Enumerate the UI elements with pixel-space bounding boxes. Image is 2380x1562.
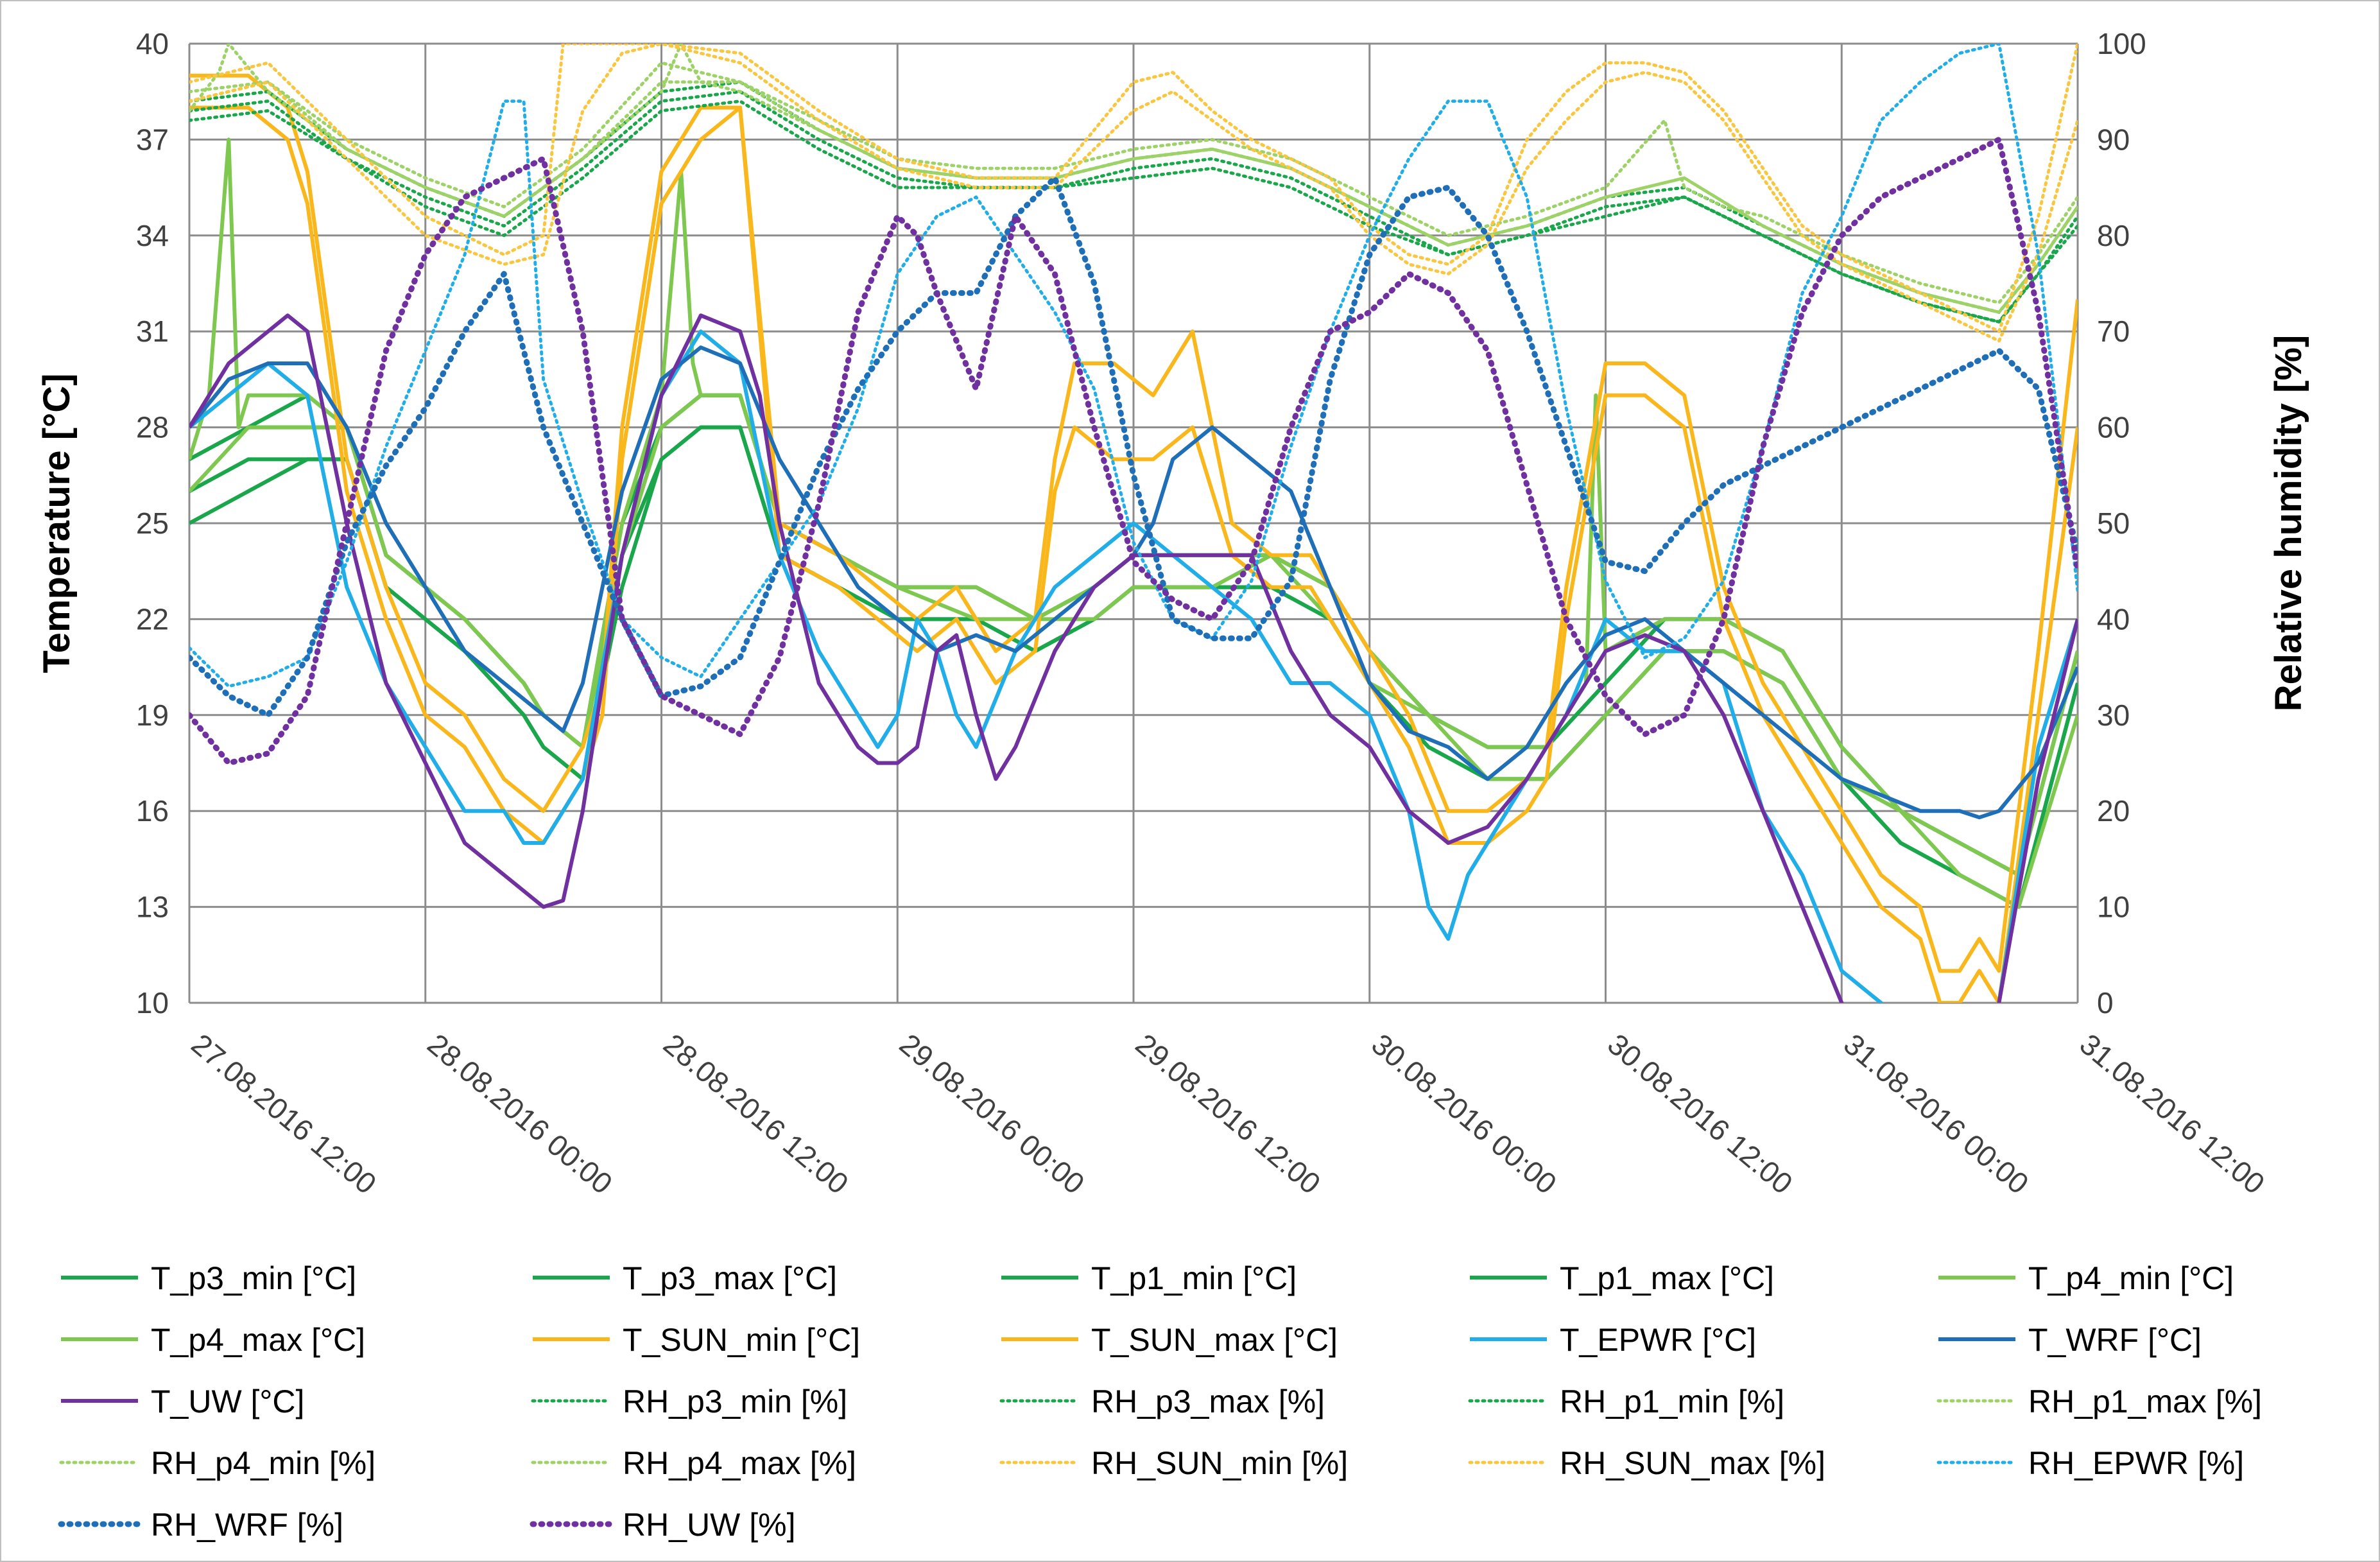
y-tick-label: 37	[136, 123, 169, 156]
legend-label: RH_EPWR [%]	[2028, 1445, 2244, 1481]
series-line-7	[189, 73, 2078, 973]
legend-label: T_UW [°C]	[151, 1384, 304, 1419]
y2-tick-label: 10	[2097, 890, 2130, 924]
y-tick-label: 34	[136, 219, 169, 252]
legend-label: T_SUN_max [°C]	[1091, 1322, 1338, 1358]
series-lines	[189, 44, 2078, 1003]
legend-label: RH_p3_max [%]	[1091, 1384, 1325, 1419]
legend-label: T_p3_max [°C]	[623, 1260, 837, 1296]
y2-tick-label: 20	[2097, 794, 2130, 828]
legend-label: T_EPWR [°C]	[1560, 1322, 1756, 1358]
legend-label: RH_p3_min [%]	[623, 1384, 847, 1419]
y-tick-label: 22	[136, 602, 169, 636]
legend-label: T_p4_min [°C]	[2028, 1260, 2234, 1296]
y-axis-left-ticks: 10 13 16 19 22 25 28 31 34 37 40	[136, 27, 169, 1020]
series-line-10	[189, 313, 2078, 1003]
series-line-17	[189, 44, 2078, 343]
y2-tick-label: 60	[2097, 411, 2130, 444]
y-tick-label: 19	[136, 699, 169, 732]
x-tick-label: 27.08.2016 12:00	[185, 1027, 383, 1201]
legend-label: T_p4_max [°C]	[151, 1322, 365, 1358]
series-line-21	[189, 136, 2078, 766]
y-tick-label: 13	[136, 890, 169, 924]
y-tick-label: 40	[136, 27, 169, 60]
y-tick-label: 25	[136, 507, 169, 540]
y-axis-right-ticks: 0 10 20 30 40 50 60 70 80 90 100	[2097, 27, 2146, 1020]
legend-label: RH_WRF [%]	[151, 1507, 343, 1543]
legend-label: T_SUN_min [°C]	[623, 1322, 860, 1358]
y-axis-title: Temperature [°C]	[36, 374, 78, 673]
x-tick-label: 28.08.2016 00:00	[421, 1027, 619, 1201]
legend-label: RH_p1_max [%]	[2028, 1384, 2262, 1419]
y2-tick-label: 30	[2097, 699, 2130, 732]
y-tick-label: 16	[136, 794, 169, 828]
legend: T_p3_min [°C] T_p3_max [°C] T_p1_min [°C] T…	[58, 1260, 2262, 1543]
x-axis-ticks: 27.08.2016 12:00 28.08.2016 00:00 28.08.20…	[185, 1027, 2272, 1201]
x-tick-label: 29.08.2016 12:00	[1130, 1027, 1327, 1201]
legend-label: RH_SUN_max [%]	[1560, 1445, 1825, 1481]
y-tick-label: 31	[136, 315, 169, 348]
x-tick-label: 31.08.2016 12:00	[2074, 1027, 2272, 1201]
y-tick-label: 28	[136, 411, 169, 444]
legend-label: RH_p4_min [%]	[151, 1445, 375, 1481]
legend-label: RH_UW [%]	[623, 1507, 795, 1543]
series-line-5	[189, 137, 2078, 877]
y2-tick-label: 80	[2097, 219, 2130, 252]
y2-tick-label: 40	[2097, 602, 2130, 636]
y2-tick-label: 90	[2097, 123, 2130, 156]
series-line-20	[189, 175, 2078, 718]
x-tick-label: 31.08.2016 00:00	[1838, 1027, 2035, 1201]
legend-label: RH_p1_min [%]	[1560, 1384, 1784, 1419]
series-line-18	[189, 44, 2078, 333]
y2-tick-label: 0	[2097, 986, 2114, 1020]
legend-label: T_WRF [°C]	[2028, 1322, 2202, 1358]
x-tick-label: 28.08.2016 12:00	[657, 1027, 855, 1201]
legend-label: RH_SUN_min [%]	[1091, 1445, 1348, 1481]
x-tick-label: 30.08.2016 00:00	[1365, 1027, 1563, 1201]
y2-tick-label: 70	[2097, 315, 2130, 348]
series-line-9	[189, 345, 2078, 820]
y2-tick-label: 50	[2097, 507, 2130, 540]
legend-label: T_p3_min [°C]	[151, 1260, 356, 1296]
legend-label: RH_p4_max [%]	[623, 1445, 856, 1481]
y2-axis-title: Relative humidity [%]	[2268, 335, 2309, 712]
series-line-6	[189, 105, 2078, 1003]
legend-label: T_p1_max [°C]	[1560, 1260, 1774, 1296]
x-tick-label: 30.08.2016 12:00	[1601, 1027, 1799, 1201]
y2-tick-label: 100	[2097, 27, 2146, 60]
series-line-13	[189, 100, 2078, 324]
x-tick-label: 29.08.2016 00:00	[893, 1027, 1091, 1201]
y-tick-label: 10	[136, 986, 169, 1020]
legend-label: T_p1_min [°C]	[1091, 1260, 1297, 1296]
